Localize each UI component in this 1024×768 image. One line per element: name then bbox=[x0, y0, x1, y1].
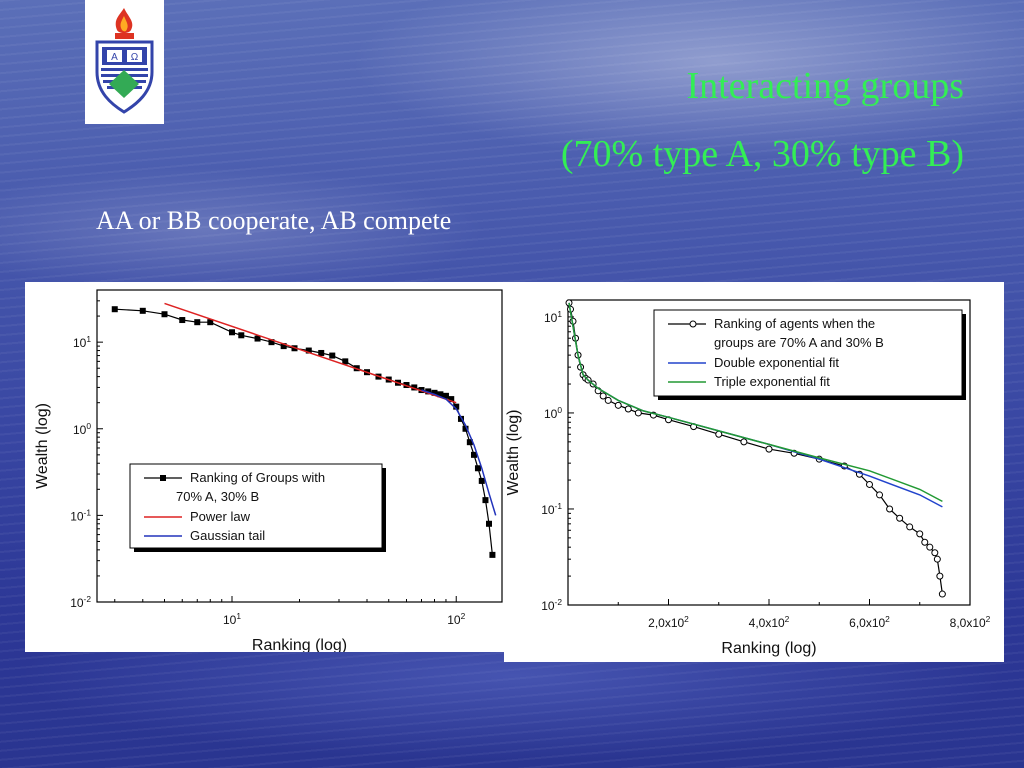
data-point bbox=[931, 549, 939, 557]
y-tick-label: 10-1 bbox=[70, 507, 91, 523]
data-point bbox=[765, 445, 773, 453]
x-tick-label: 102 bbox=[447, 611, 465, 627]
data-point bbox=[462, 425, 469, 432]
data-point bbox=[342, 358, 349, 365]
legend-marker-circle bbox=[689, 320, 697, 328]
data-point bbox=[478, 477, 485, 484]
data-point bbox=[614, 401, 622, 409]
data-point bbox=[111, 306, 118, 313]
university-crest-icon: A Ω bbox=[95, 8, 154, 114]
data-point bbox=[329, 352, 336, 359]
data-point bbox=[194, 319, 201, 326]
slide-title: Interacting groups (70% type A, 30% type… bbox=[561, 52, 964, 188]
legend-label-2: 70% A, 30% B bbox=[176, 489, 259, 504]
data-point bbox=[280, 343, 287, 350]
data-point bbox=[161, 311, 168, 318]
data-point bbox=[938, 590, 946, 598]
data-point bbox=[179, 317, 186, 324]
legend-label-1: Ranking of Groups with bbox=[190, 470, 325, 485]
y-axis-label: Wealth (log) bbox=[34, 403, 51, 489]
data-point bbox=[442, 392, 449, 399]
data-point bbox=[238, 332, 245, 339]
data-point bbox=[604, 396, 612, 404]
data-point bbox=[207, 319, 214, 326]
chart-panel-agents: 10-2 10-1 100 101 2,0x102 4,0x102 6,0x102 8,0x1… bbox=[504, 282, 1004, 662]
y-tick-label: 10-2 bbox=[70, 594, 91, 610]
data-point bbox=[896, 514, 904, 522]
data-point bbox=[139, 307, 146, 314]
y-tick-label: 101 bbox=[544, 309, 562, 325]
y-tick-label: 100 bbox=[73, 421, 91, 437]
series-line-1 bbox=[164, 302, 457, 404]
y-tick-label: 10-2 bbox=[541, 597, 562, 613]
data-point bbox=[936, 572, 944, 580]
chart-groups-ranking: 10-2 10-1 100 101 101 102 Ranking (log) Wealth … bbox=[34, 289, 503, 654]
legend-label-3: Double exponential fit bbox=[714, 355, 839, 370]
data-point bbox=[474, 465, 481, 472]
data-point bbox=[411, 384, 418, 391]
data-point bbox=[305, 347, 312, 354]
x-tick-label: 6,0x102 bbox=[849, 614, 890, 630]
data-point bbox=[624, 405, 632, 413]
data-point bbox=[448, 396, 455, 403]
data-point bbox=[916, 530, 924, 538]
x-tick-label: 2,0x102 bbox=[648, 614, 689, 630]
y-tick-label: 101 bbox=[73, 334, 91, 350]
title-line-1: Interacting groups bbox=[686, 65, 964, 107]
series-line-2 bbox=[568, 302, 943, 503]
data-point bbox=[485, 520, 492, 527]
university-logo: A Ω bbox=[85, 0, 164, 124]
data-point bbox=[482, 497, 489, 504]
data-point bbox=[470, 451, 477, 458]
data-point bbox=[466, 439, 473, 446]
data-point bbox=[453, 403, 460, 410]
plot-frame bbox=[96, 289, 503, 603]
data-point bbox=[599, 392, 607, 400]
legend-marker-square bbox=[160, 475, 166, 481]
data-point bbox=[489, 551, 496, 558]
data-point bbox=[229, 329, 235, 336]
data-point bbox=[431, 389, 438, 396]
legend-label-2: groups are 70% A and 30% B bbox=[714, 335, 884, 350]
data-point bbox=[254, 335, 261, 342]
legend-label-3: Power law bbox=[190, 509, 251, 524]
data-point bbox=[318, 349, 325, 356]
y-axis-label: Wealth (log) bbox=[505, 410, 522, 496]
data-point bbox=[634, 409, 642, 417]
data-point bbox=[906, 523, 914, 531]
legend-label-4: Gaussian tail bbox=[190, 528, 265, 543]
chart-panel-groups: 10-2 10-1 100 101 101 102 Ranking (log) Wealth … bbox=[25, 282, 504, 654]
x-axis-label: Ranking (log) bbox=[252, 637, 347, 652]
chart-agents-ranking: 10-2 10-1 100 101 2,0x102 4,0x102 6,0x102 8,0x1… bbox=[505, 299, 991, 657]
svg-text:A: A bbox=[111, 52, 118, 63]
data-point bbox=[926, 543, 934, 551]
data-point bbox=[921, 538, 929, 546]
data-point bbox=[933, 555, 941, 563]
data-point bbox=[866, 480, 873, 488]
x-axis-label: Ranking (log) bbox=[721, 640, 816, 657]
svg-text:Ω: Ω bbox=[131, 52, 139, 63]
x-tick-label: 4,0x102 bbox=[749, 614, 790, 630]
title-line-2: (70% type A, 30% type B) bbox=[560, 133, 964, 175]
y-tick-label: 10-1 bbox=[541, 501, 562, 517]
data-point bbox=[437, 391, 444, 398]
data-point bbox=[876, 491, 884, 499]
legend-label-4: Triple exponential fit bbox=[714, 374, 830, 389]
data-point bbox=[425, 388, 432, 395]
data-point bbox=[268, 339, 275, 346]
data-point bbox=[740, 438, 748, 446]
x-tick-label: 101 bbox=[223, 611, 241, 627]
data-point bbox=[886, 505, 894, 513]
legend-label-1: Ranking of agents when the bbox=[714, 316, 875, 331]
slide-subtitle: AA or BB cooperate, AB compete bbox=[96, 206, 452, 235]
x-tick-label: 8,0x102 bbox=[950, 614, 991, 630]
y-tick-label: 100 bbox=[544, 405, 562, 421]
data-point bbox=[457, 415, 464, 422]
series-line-2 bbox=[421, 389, 497, 516]
